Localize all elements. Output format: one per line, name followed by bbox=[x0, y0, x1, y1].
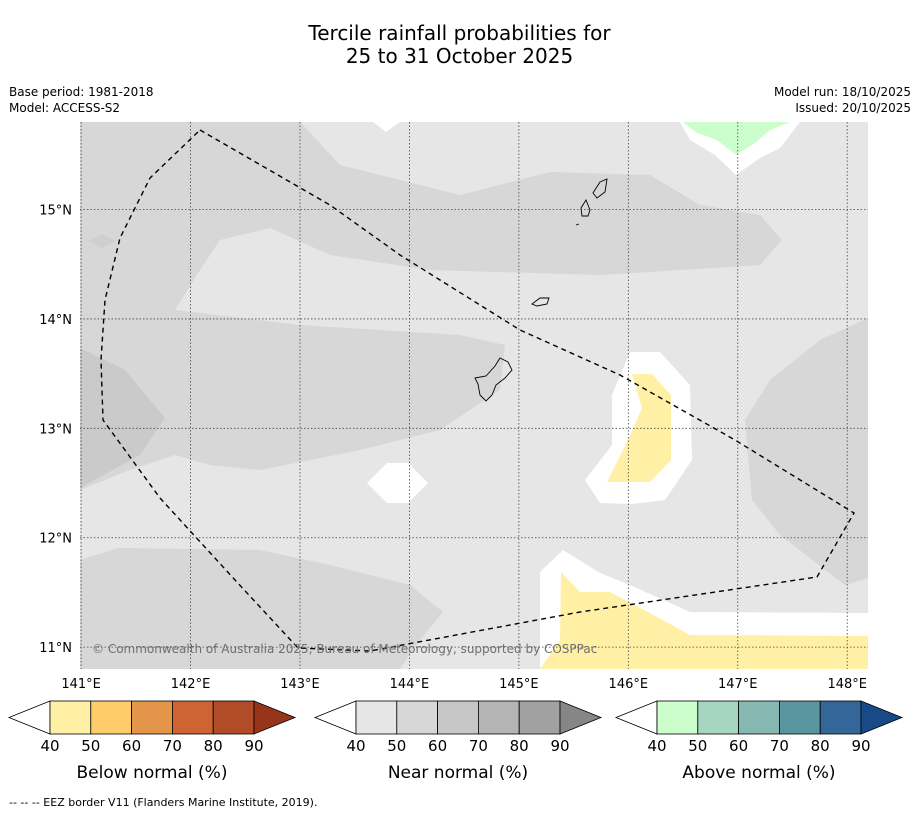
legend-tick-label: 90 bbox=[851, 737, 870, 755]
title-line-1: Tercile rainfall probabilities for bbox=[308, 21, 611, 45]
base-period-text: Base period: 1981-2018 bbox=[9, 85, 154, 99]
legend-tick-label: 70 bbox=[163, 737, 182, 755]
eez-footnote: -- -- -- EEZ border V11 (Flanders Marine… bbox=[9, 796, 318, 809]
white-patch-north bbox=[373, 122, 400, 132]
legend-swatch bbox=[738, 700, 780, 735]
white-patch-center bbox=[367, 463, 428, 503]
legend-swatch bbox=[518, 700, 561, 735]
legend-swatch bbox=[697, 700, 739, 735]
lon-tick-label: 147°E bbox=[718, 677, 758, 692]
legend-tick-label: 70 bbox=[770, 737, 789, 755]
legend-tick-label: 90 bbox=[550, 737, 569, 755]
legend-tick-label: 60 bbox=[729, 737, 748, 755]
below-normal-patch-center bbox=[607, 374, 671, 482]
lon-tick-label: 143°E bbox=[280, 677, 320, 692]
near-normal-small-patch bbox=[88, 234, 116, 248]
legend-tick-label: 90 bbox=[244, 737, 263, 755]
map-area: © Commonwealth of Australia 2025, Bureau… bbox=[80, 122, 868, 669]
lon-tick-label: 141°E bbox=[61, 677, 101, 692]
legend-high-extend bbox=[253, 700, 297, 735]
legend-tick-label: 80 bbox=[510, 737, 529, 755]
legend-tick-label: 40 bbox=[346, 737, 365, 755]
legend-colorbar: 40 50 60 70 80 90 Near normal (%) bbox=[313, 700, 603, 783]
legend-swatch bbox=[171, 700, 214, 735]
island-tinian bbox=[580, 199, 591, 217]
legend-swatch bbox=[355, 700, 398, 735]
island-guam bbox=[474, 357, 513, 402]
legend-swatch bbox=[656, 700, 699, 735]
legend-tick-label: 40 bbox=[647, 737, 666, 755]
island-rota bbox=[531, 297, 550, 307]
lon-tick-label: 146°E bbox=[609, 677, 649, 692]
lon-tick-label: 148°E bbox=[827, 677, 867, 692]
run-info: Model run: 18/10/2025 Issued: 20/10/2025 bbox=[774, 84, 911, 116]
legend-swatch bbox=[396, 700, 438, 735]
legend-low-extend bbox=[7, 700, 51, 735]
legend-swatch bbox=[49, 700, 92, 735]
above-normal-patch-north bbox=[683, 122, 790, 155]
legend-high-extend bbox=[559, 700, 603, 735]
lat-tick-label: 15°N bbox=[39, 204, 72, 219]
copyright-text: © Commonwealth of Australia 2025, Bureau… bbox=[92, 642, 597, 656]
legend-swatch bbox=[819, 700, 862, 735]
legend-colorbar: 40 50 60 70 80 90 Below normal (%) bbox=[7, 700, 297, 783]
legend-low-extend bbox=[313, 700, 357, 735]
model-info: Base period: 1981-2018 Model: ACCESS-S2 bbox=[9, 84, 154, 116]
legend-swatch bbox=[90, 700, 133, 735]
lon-tick-label: 144°E bbox=[390, 677, 430, 692]
lat-tick-label: 14°N bbox=[39, 313, 72, 328]
legend-swatch bbox=[131, 700, 173, 735]
near-normal-band-north bbox=[80, 122, 782, 490]
map-title: Tercile rainfall probabilities for 25 to… bbox=[0, 22, 919, 68]
longitude-labels: 141°E 142°E 143°E 144°E 145°E 146°E 147°E 148°E bbox=[61, 677, 867, 692]
legend-tick-label: 80 bbox=[811, 737, 830, 755]
legend-group: 40 50 60 70 80 90 Below normal (%) 40 50 60 70 80 90… bbox=[7, 700, 904, 783]
legend-swatch bbox=[477, 700, 520, 735]
legend-title: Below normal (%) bbox=[77, 763, 228, 783]
issued-text: Issued: 20/10/2025 bbox=[795, 101, 911, 115]
legend-low-extend bbox=[614, 700, 658, 735]
below-normal-patch-south bbox=[540, 572, 868, 669]
legend-swatch bbox=[212, 700, 255, 735]
title-line-2: 25 to 31 October 2025 bbox=[345, 44, 574, 68]
legend-tick-label: 70 bbox=[469, 737, 488, 755]
legend-tick-label: 40 bbox=[40, 737, 59, 755]
lon-tick-label: 145°E bbox=[499, 677, 539, 692]
legend-title: Near normal (%) bbox=[388, 763, 528, 783]
latitude-labels: 11°N 12°N 13°N 14°N 15°N bbox=[39, 204, 72, 657]
islands bbox=[474, 178, 608, 402]
legend-swatch bbox=[437, 700, 479, 735]
lat-tick-label: 11°N bbox=[39, 641, 72, 656]
legend-tick-label: 50 bbox=[81, 737, 100, 755]
legend-tick-label: 80 bbox=[204, 737, 223, 755]
legend-high-extend bbox=[860, 700, 904, 735]
model-text: Model: ACCESS-S2 bbox=[9, 101, 121, 115]
near-normal-band-southwest bbox=[80, 548, 443, 669]
graticule bbox=[80, 122, 868, 669]
lat-tick-label: 12°N bbox=[39, 532, 72, 547]
lon-tick-label: 142°E bbox=[171, 677, 211, 692]
legend-tick-label: 50 bbox=[387, 737, 406, 755]
legend-tick-label: 50 bbox=[688, 737, 707, 755]
legend-tick-label: 60 bbox=[428, 737, 447, 755]
legend-title: Above normal (%) bbox=[682, 763, 835, 783]
island-saipan bbox=[592, 178, 608, 199]
legend-tick-label: 60 bbox=[122, 737, 141, 755]
legend-colorbar: 40 50 60 70 80 90 Above normal (%) bbox=[614, 700, 904, 783]
island-aguijan bbox=[575, 223, 580, 226]
near-normal-band-east bbox=[745, 318, 868, 585]
legend-swatch bbox=[779, 700, 821, 735]
lat-tick-label: 13°N bbox=[39, 422, 72, 437]
model-run-text: Model run: 18/10/2025 bbox=[773, 85, 911, 99]
